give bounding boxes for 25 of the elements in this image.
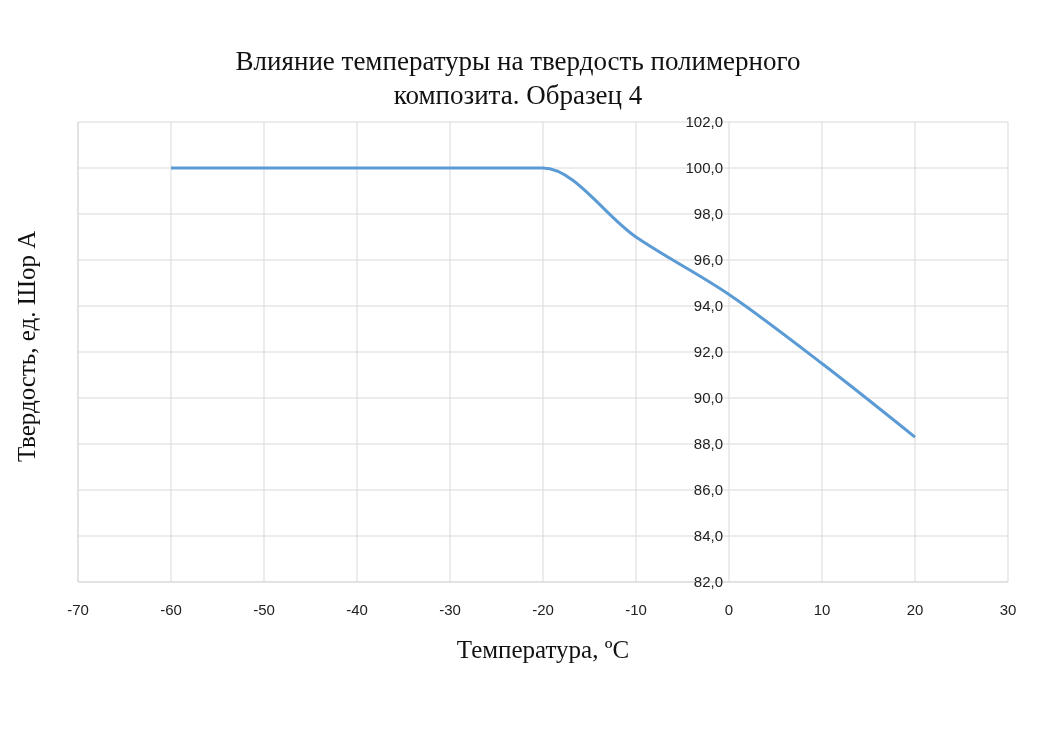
x-tick-label: -50 [253,600,275,618]
x-tick-label: -30 [439,600,461,618]
x-tick-label: -40 [346,600,368,618]
x-tick-label: 20 [906,600,924,618]
y-tick-label: 96,0 [693,251,723,268]
x-tick-label: -60 [160,600,182,618]
y-tick-label: 88,0 [693,435,723,452]
y-tick-label: 84,0 [693,527,723,544]
x-axis-title: Температура, ºС [456,636,630,663]
x-tick-label: -20 [532,600,554,618]
y-tick-label: 90,0 [693,389,723,406]
x-tick-label: -10 [625,600,647,618]
y-tick-label: 92,0 [693,343,723,360]
chart-title: Влияние температуры на твердость полимерного композита. Образец 4 [234,45,802,112]
y-tick-label: 86,0 [693,481,723,498]
x-tick-label: -70 [67,600,89,618]
y-tick-label: 82,0 [693,573,723,590]
x-tick-label: 30 [999,600,1017,618]
x-tick-label: 0 [724,600,734,618]
y-axis-title: Твердость, ед. Шор А [12,230,40,462]
y-tick-label: 94,0 [693,297,723,314]
y-tick-label: 100,0 [685,159,723,176]
y-tick-label: 98,0 [693,205,723,222]
x-tick-label: 10 [813,600,831,618]
y-tick-label: 102,0 [685,113,723,130]
